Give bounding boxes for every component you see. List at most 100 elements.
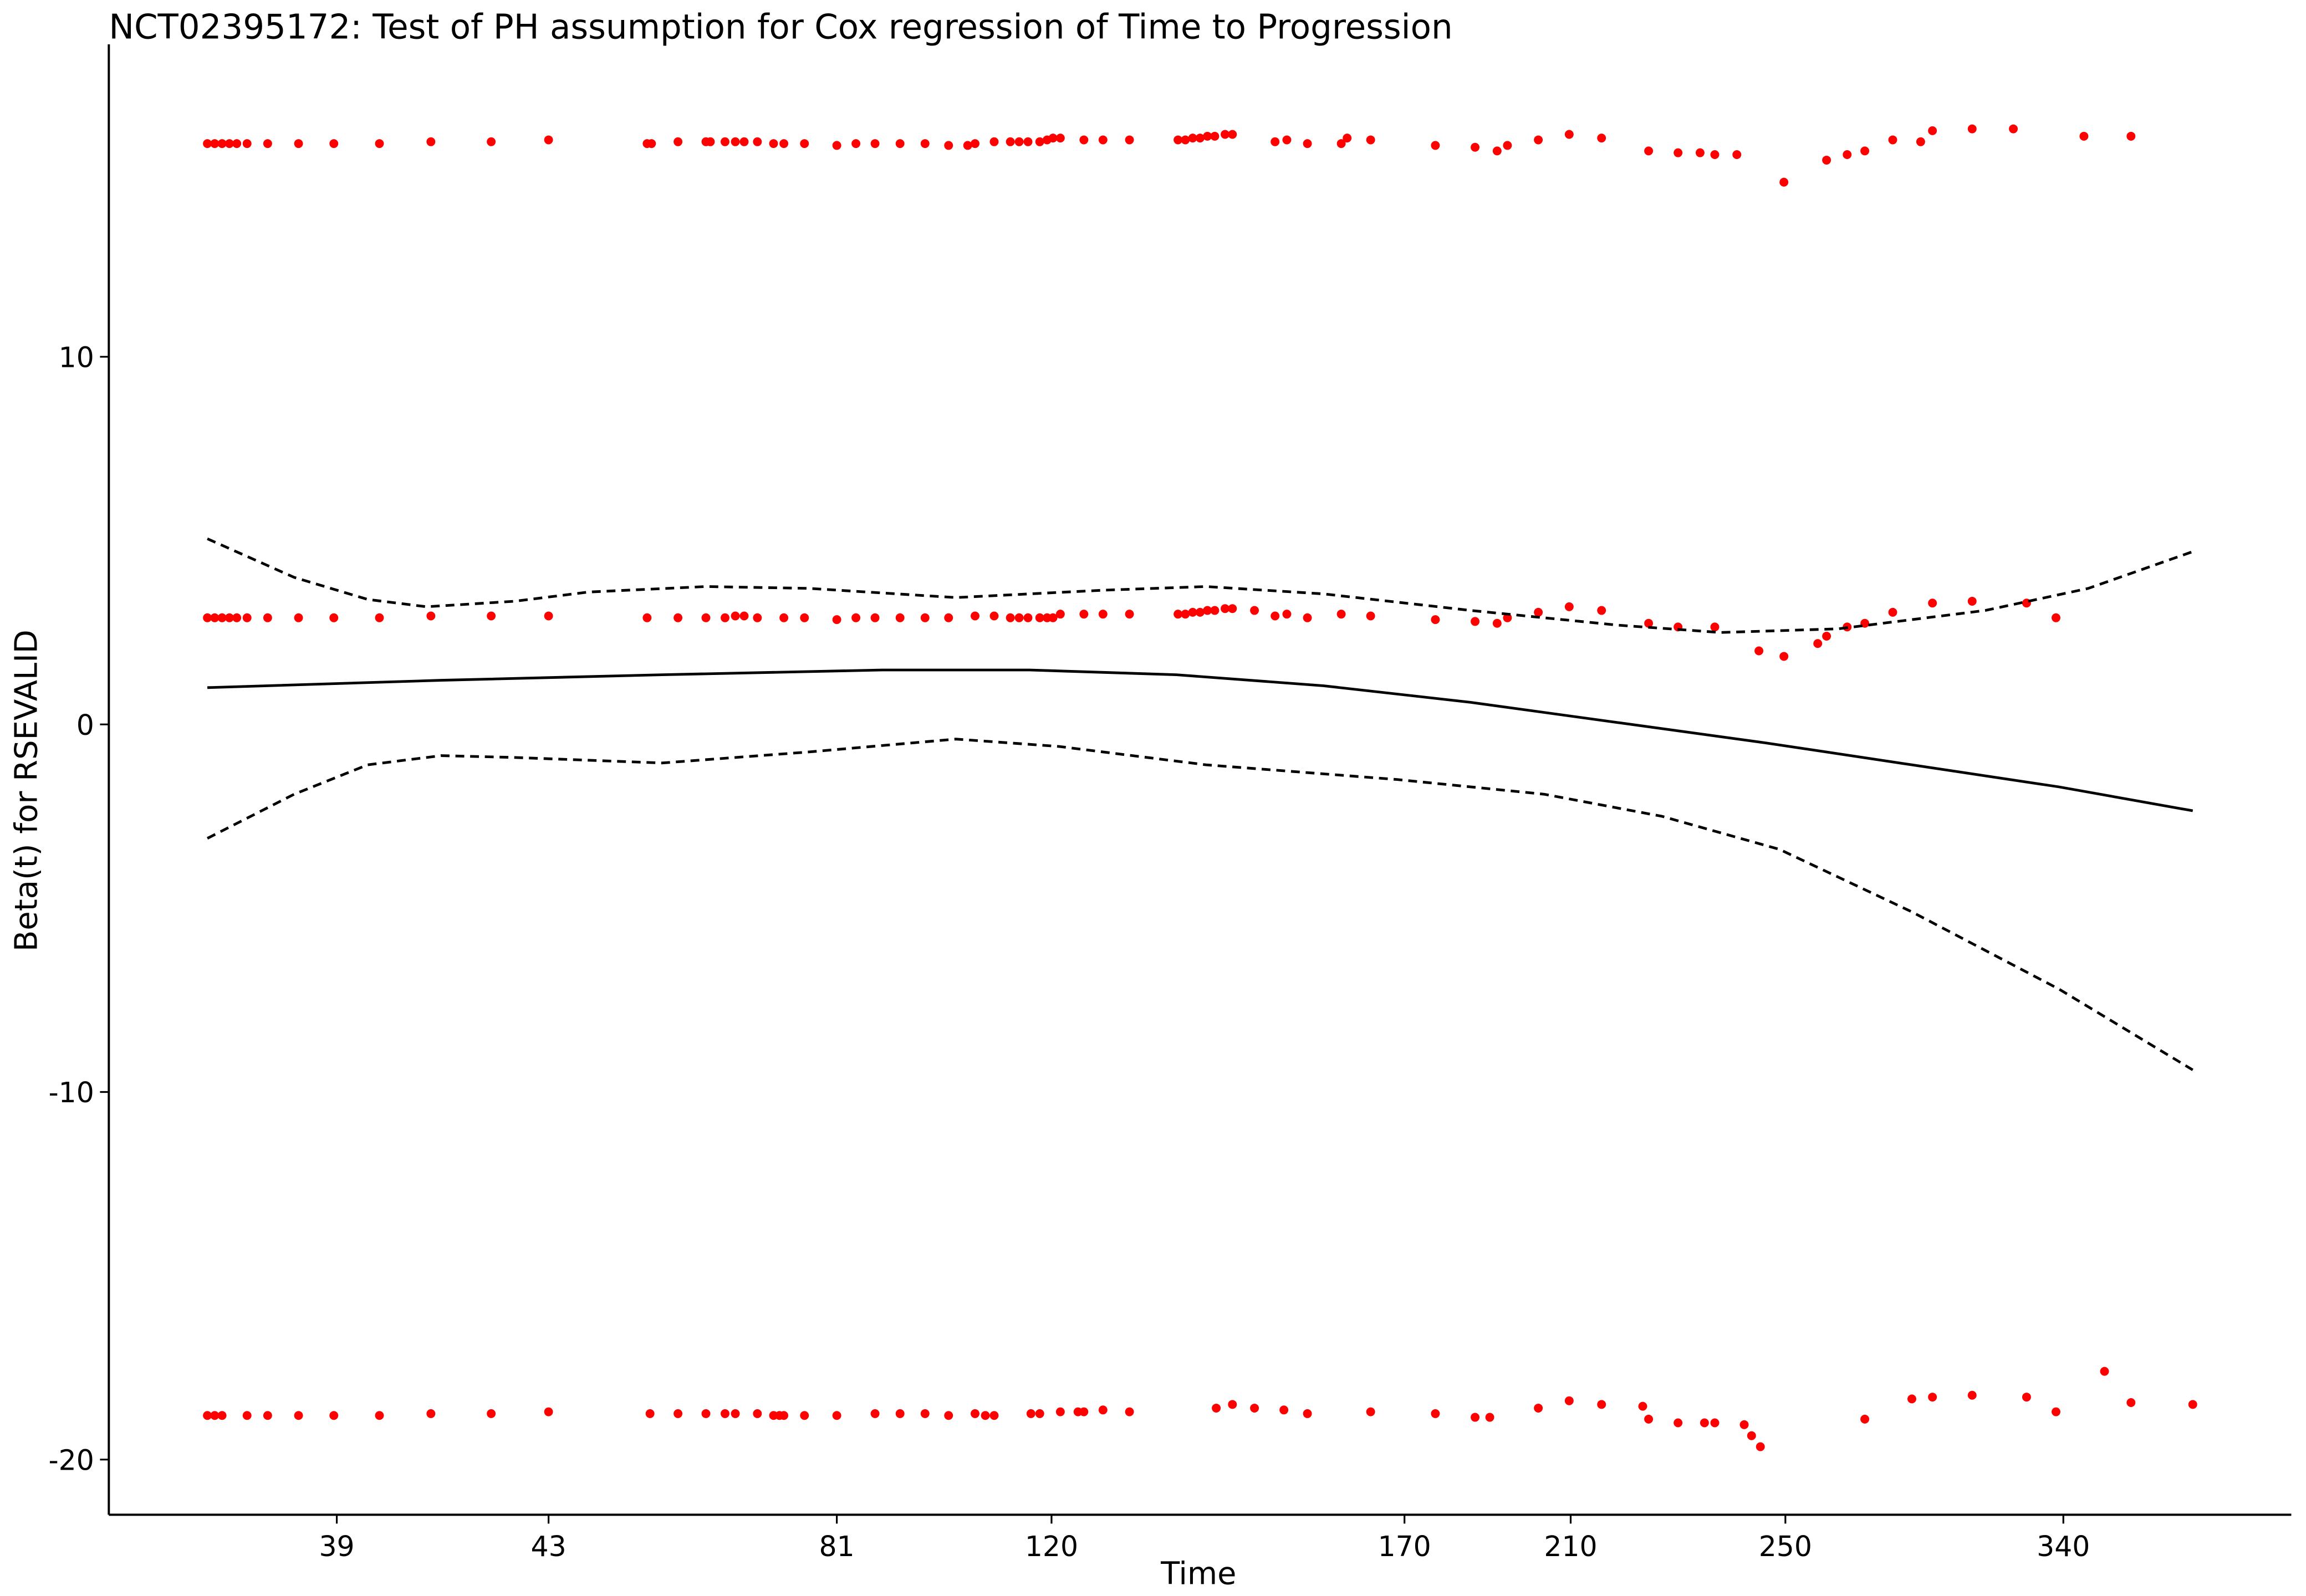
data-point [701,1409,711,1418]
data-point [1014,137,1024,146]
data-point [642,613,652,622]
data-point [1967,1390,1977,1400]
data-point [225,139,234,149]
data-point [870,613,880,622]
data-point [2022,1393,2031,1402]
data-point [731,1409,740,1418]
data-point [1343,134,1352,143]
data-point [1055,1407,1065,1416]
data-point [1747,1431,1756,1440]
data-point [971,611,979,621]
data-point [920,139,930,149]
data-point [1967,124,1977,134]
data-point [487,611,496,621]
data-point [706,137,715,146]
chart-title: NCT02395172: Test of PH assumption for C… [109,7,1452,47]
data-point [1228,604,1237,613]
data-point [1026,1409,1035,1418]
data-point [1210,606,1220,615]
data-point [1125,610,1134,619]
data-point [944,613,953,622]
data-point [779,613,789,622]
x-tick-label: 250 [1759,1530,1812,1563]
data-point [1710,1418,1720,1428]
data-point [1888,607,1897,617]
data-point [779,1411,789,1420]
data-point [739,611,749,621]
data-point [1188,607,1197,617]
data-point [1860,1414,1870,1424]
data-point [1822,155,1831,165]
data-point [1492,146,1502,156]
data-point [981,1411,990,1420]
data-point [1644,146,1654,156]
data-point [1597,1400,1606,1409]
data-point [263,613,272,622]
data-point [1048,134,1058,143]
data-point [645,1409,655,1418]
data-point [2079,131,2089,141]
y-tick-label: 0 [76,709,94,741]
data-point [1928,126,1937,135]
data-point [1174,135,1183,145]
data-point [2052,613,2060,622]
data-point [1006,613,1015,622]
data-point [1174,610,1183,619]
data-point [1754,646,1764,656]
data-point [203,613,212,622]
data-point [721,613,729,622]
data-point [971,139,979,149]
confidence-line [207,537,2193,634]
data-point [1035,1409,1044,1418]
x-axis-label: Time [1160,1556,1236,1592]
x-tick-label: 81 [819,1530,855,1563]
data-point [1967,596,1977,606]
data-point [1534,607,1543,617]
data-point [895,1409,905,1418]
data-point [895,613,905,622]
data-point [1271,137,1280,146]
data-point [544,135,553,145]
data-point [1023,137,1033,146]
data-point [1212,1403,1221,1413]
data-point [263,139,272,149]
data-point [1888,135,1897,145]
data-point [769,139,778,149]
data-point [487,137,496,146]
data-point [1928,1393,1937,1402]
data-point [1098,135,1108,145]
data-point [1674,1418,1683,1428]
data-point [1564,130,1574,139]
data-point [1228,1400,1237,1409]
data-point [1756,1442,1765,1451]
data-point [989,137,999,146]
x-tick-label: 120 [1025,1530,1078,1563]
data-point [753,613,762,622]
y-tick-label: 10 [59,341,94,374]
data-point [1700,1418,1709,1428]
data-point [1035,613,1044,622]
data-point [210,1411,220,1420]
data-point [674,1409,683,1418]
data-point [1431,615,1440,625]
data-point [1732,150,1742,159]
data-point [832,141,841,150]
data-point [232,613,242,622]
data-point [1188,134,1197,143]
data-point [1336,610,1346,619]
data-point [1181,610,1190,619]
data-point [1055,134,1065,143]
x-tick-label: 210 [1544,1530,1597,1563]
data-point [1250,1403,1259,1413]
data-point [2126,131,2136,141]
data-point [1564,602,1574,611]
data-point [1471,142,1479,152]
data-point [2126,1398,2136,1408]
data-point [1210,131,1220,141]
data-point [800,1411,809,1420]
data-point [674,613,683,622]
data-point [1431,1409,1440,1418]
data-point [1366,611,1375,621]
data-point [225,613,234,622]
data-point [242,139,252,149]
